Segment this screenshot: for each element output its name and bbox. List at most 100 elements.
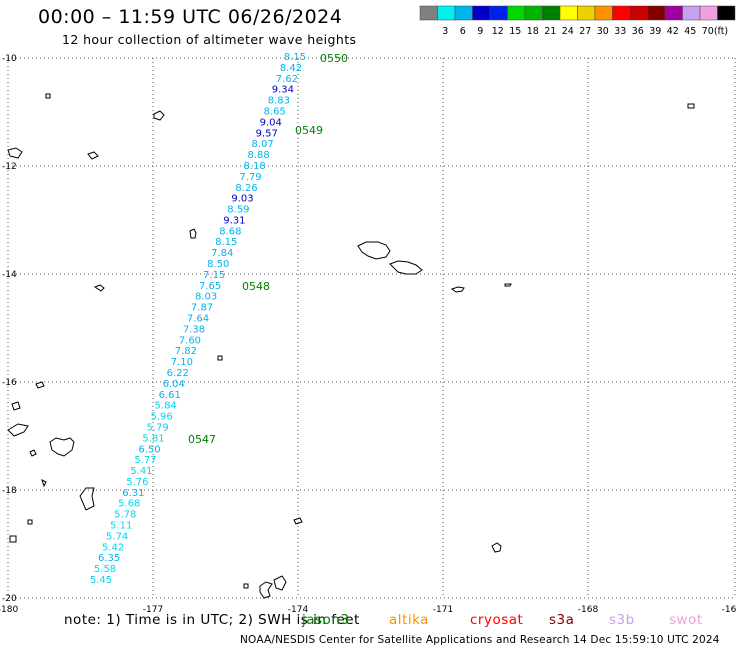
small-island-m [243,583,249,589]
legend-label: 30 [597,26,609,37]
map-panel: -180 -177 -174 -171 -168 -16 -10 -12 -14 -16 -18 -2… [0,52,737,615]
legend-label: 18 [527,26,539,37]
lat-tick-label: -16 [2,378,17,388]
wave-height-label: 6.50 [138,444,160,455]
fiji-lau-islands [49,437,75,457]
small-island-g [27,519,33,525]
wave-height-label: 8.15 [284,52,306,63]
wave-height-label: 8.83 [268,96,290,107]
wave-height-label: 8.42 [280,63,302,74]
wave-height-label: 7.84 [211,248,233,259]
wave-height-label: 5.11 [110,521,132,532]
wave-height-label: 5.76 [126,477,148,488]
wave-height-label: 5.45 [90,575,112,586]
legend-label: 9 [477,26,483,37]
map-subtitle: 12 hour collection of altimeter wave hei… [62,32,357,47]
small-island-i [293,517,303,525]
wave-height-label: 8.07 [252,139,274,150]
savaii-island [389,260,423,275]
wave-height-label: 7.65 [199,281,221,292]
wave-height-label: 7.87 [191,303,213,314]
futuna-island-1 [93,284,105,292]
wave-height-label: 6.61 [159,390,181,401]
note-text: note: 1) Time is in UTC; 2) SWH is in fe… [64,612,360,628]
legend-label: 33 [614,26,626,37]
footer-credit: NOAA/NESDIS Center for Satellite Applica… [240,634,720,646]
wave-height-label: 8.03 [195,292,217,303]
legend-label: 42 [667,26,679,37]
small-island-d [29,449,37,457]
legend-label: 3 [442,26,448,37]
mission-label: swot [669,612,703,628]
color-legend: 3 6 9 12 15 18 21 24 27 30 33 36 39 42 45 70 (ft) [419,5,736,37]
tonga-islands-3 [273,575,287,591]
wallis-island [189,228,197,239]
small-island-f [9,535,17,543]
wave-height-label: 8.18 [243,161,265,172]
axis-labels: -180 -177 -174 -171 -168 -16 -10 -12 -14 -16 -18 -2… [0,54,737,615]
legend-swatch [717,5,736,21]
track-time-label: 0548 [242,280,270,293]
wave-height-label: 6.31 [122,488,144,499]
mission-label: jason3 [302,612,350,628]
wave-height-label: 5.84 [155,401,177,412]
legend-label: 27 [579,26,591,37]
wave-height-label: 9.57 [256,128,278,139]
wave-height-label: 5.41 [130,466,152,477]
small-island-b [87,151,99,160]
wave-height-label: 6.35 [98,553,120,564]
wave-height-label: 8.59 [227,205,249,216]
small-island-j [687,103,695,109]
wave-height-label: 5.96 [150,412,172,423]
fiji-vanua-island [7,423,29,437]
wave-height-label: 5.78 [114,510,136,521]
legend-label: 15 [509,26,521,37]
wave-height-label: 8.15 [215,237,237,248]
wave-height-label: 5.81 [142,433,164,444]
wave-height-label: 9.04 [260,117,282,128]
wave-height-label: 8.26 [235,183,257,194]
wave-height-label: 5.58 [94,564,116,575]
tonga-islands-1 [79,487,95,511]
wave-height-label: 6.22 [167,368,189,379]
legend-label: 70 [702,26,714,37]
manua-island [504,283,512,287]
wave-height-label: 7.38 [183,324,205,335]
upolu-island [357,241,391,260]
niue-island [491,542,502,553]
lon-tick-label: -177 [143,605,163,615]
mission-label: s3b [609,612,635,628]
wave-height-label: 7.62 [276,74,298,85]
wave-height-label: 7.15 [203,270,225,281]
lon-tick-label: -16 [722,605,737,615]
legend-label: 36 [632,26,644,37]
wave-height-label: 8.68 [219,226,241,237]
lon-tick-label: -168 [578,605,599,615]
small-island-n [35,381,45,389]
legend-label: 45 [684,26,696,37]
legend-label: 12 [492,26,504,37]
track-time-label: 0549 [295,124,323,137]
wave-height-label: 7.82 [175,346,197,357]
wave-height-label: 8.65 [264,106,286,117]
wave-height-label: 5.68 [118,499,140,510]
wave-height-label: 9.34 [272,85,294,96]
legend-label: 24 [562,26,574,37]
small-island-e [11,401,21,411]
lat-tick-label: -18 [2,486,17,496]
wave-height-label: 5.79 [146,422,168,433]
legend-label: 21 [544,26,556,37]
lon-tick-label: -180 [0,605,18,615]
mission-label: altika [389,612,429,628]
wave-height-label: 6.04 [163,379,185,390]
map-title: 00:00 – 11:59 UTC 06/26/2024 [38,6,343,28]
legend-label: 39 [649,26,661,37]
altimeter-track: 8.158.427.629.348.838.659.049.578.078.88… [90,52,348,586]
small-island-a [153,110,165,121]
lat-tick-label: -10 [2,54,17,64]
wave-height-label: 7.10 [171,357,193,368]
wave-height-label: 5.74 [106,531,128,542]
wave-height-label: 7.64 [187,314,209,325]
wave-height-label: 8.88 [247,150,269,161]
track-time-label: 0547 [188,433,216,446]
